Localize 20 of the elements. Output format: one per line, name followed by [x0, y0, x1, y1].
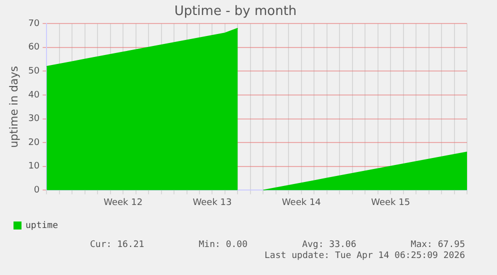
- y-tick-label: 70: [28, 18, 40, 29]
- text: Avg: 33.06: [302, 240, 356, 250]
- x-tick-label: Week 12: [104, 198, 143, 208]
- text: Last update: Tue Apr 14 06:25:09 2026: [264, 251, 465, 261]
- y-tick-label: 30: [28, 114, 40, 124]
- text: Min: 0.00: [198, 240, 248, 250]
- y-tick-label: 50: [28, 66, 40, 77]
- x-tick-label: Week 14: [282, 198, 322, 208]
- y-axis-title: uptime in days: [7, 66, 20, 148]
- y-tick-label: 10: [28, 162, 40, 172]
- legend-label: uptime: [26, 220, 58, 231]
- text: Cur: 16.21: [90, 240, 144, 250]
- text: Max: 67.95: [410, 240, 465, 250]
- x-tick-label: Week 15: [371, 198, 410, 208]
- y-tick-label: 60: [28, 42, 40, 53]
- y-tick-label: 0: [34, 186, 40, 196]
- y-tick-label: 40: [28, 90, 40, 100]
- x-tick-label: Week 13: [192, 198, 232, 208]
- y-tick-label: 20: [28, 138, 40, 148]
- chart-title: Uptime - by month: [174, 4, 297, 20]
